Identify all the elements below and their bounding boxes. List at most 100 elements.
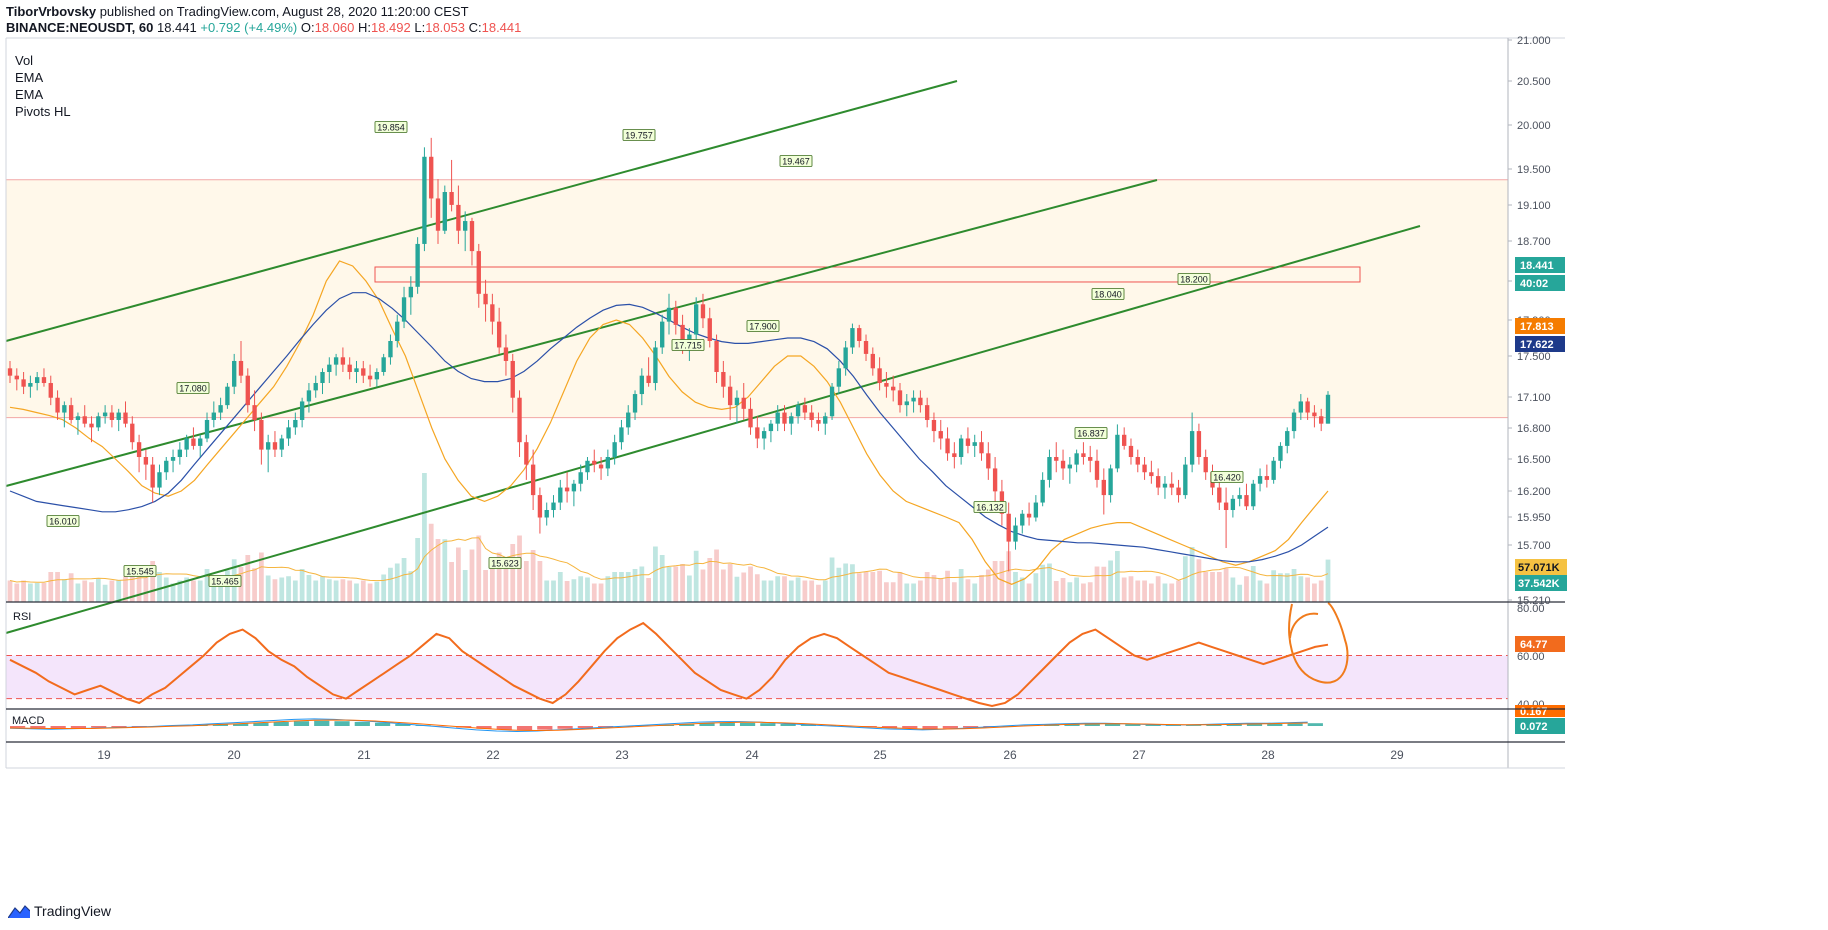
candle-body — [1135, 457, 1140, 465]
candle-body — [626, 412, 631, 428]
candle-body — [707, 318, 712, 341]
volume-bar — [55, 572, 60, 602]
macd-histogram-bar — [1064, 724, 1080, 726]
candle-body — [245, 375, 250, 406]
legend-pivots[interactable]: Pivots HL — [15, 104, 71, 119]
volume-bar — [347, 580, 353, 602]
pivot-label-text: 16.010 — [49, 517, 77, 527]
volume-bar — [761, 580, 767, 602]
volume-bar — [1033, 573, 1039, 602]
volume-bar — [204, 569, 210, 602]
price-change: +0.792 (+4.49%) — [200, 20, 298, 35]
candle-body — [483, 293, 488, 305]
channel-line — [5, 225, 1421, 634]
price-tick-label: 17.100 — [1517, 392, 1551, 404]
volume-bar — [1305, 577, 1310, 602]
price-label-box — [1515, 336, 1565, 352]
candle-body — [911, 397, 916, 402]
volume-bar — [659, 555, 665, 602]
candle-body — [1054, 457, 1059, 461]
publisher-name[interactable]: TiborVrbovsky — [6, 4, 97, 19]
candle-body — [1312, 412, 1317, 417]
candle-body — [293, 419, 298, 428]
candle-body — [327, 364, 332, 372]
macd-histogram-bar — [679, 724, 695, 726]
footer-brand[interactable]: TradingView — [8, 903, 111, 919]
candle-body — [748, 408, 753, 428]
candle-body — [374, 371, 380, 380]
candle-body — [931, 419, 937, 432]
volume-bar — [673, 566, 679, 602]
legend-ema-1[interactable]: EMA — [15, 70, 44, 85]
legend-vol[interactable]: Vol — [15, 53, 34, 68]
volume-bar — [1216, 572, 1222, 602]
candle-body — [102, 412, 108, 417]
volume-bar — [1067, 582, 1073, 602]
candle-body — [286, 427, 291, 439]
volume-bar — [619, 572, 624, 602]
volume-bar — [1019, 577, 1025, 602]
candle-body — [761, 431, 767, 439]
volume-bar — [632, 569, 638, 602]
volume-bar — [469, 549, 475, 602]
volume-bar — [381, 574, 387, 602]
candle-body — [116, 412, 121, 420]
candle-body — [1108, 468, 1113, 496]
candle-body — [1094, 460, 1100, 480]
volume-bar — [333, 580, 339, 602]
volume-bar — [408, 571, 414, 602]
rsi-label: RSI — [13, 611, 31, 623]
volume-bar — [388, 567, 393, 602]
volume-bar — [700, 569, 706, 602]
price-tick-label: 21.000 — [1517, 35, 1551, 47]
volume-bar — [1074, 577, 1080, 602]
volume-bar — [245, 555, 251, 602]
candle-body — [585, 460, 590, 473]
volume-bar — [863, 572, 869, 602]
candle-body — [551, 502, 556, 511]
candle-body — [130, 423, 135, 443]
volume-bar — [374, 581, 380, 602]
macd-histogram-bar — [30, 726, 46, 728]
candle-body — [1183, 464, 1188, 496]
candle-body — [775, 412, 780, 424]
candle-body — [463, 221, 468, 231]
volume-bar — [972, 583, 978, 602]
pivot-label-box — [622, 129, 656, 141]
pivot-label-text: 15.465 — [211, 577, 239, 587]
candle-body — [136, 442, 142, 458]
volume-bar — [272, 579, 278, 602]
macd-histogram-bar — [780, 724, 796, 726]
legend-ema-2[interactable]: EMA — [15, 87, 44, 102]
candle-body — [714, 340, 719, 372]
candle-body — [1088, 457, 1093, 461]
volume-bar — [850, 564, 855, 602]
candle-body — [1142, 464, 1147, 473]
pivot-label-text: 16.837 — [1077, 429, 1105, 439]
macd-histogram-bar — [1186, 725, 1202, 726]
symbol-name[interactable]: BINANCE:NEOUSDT, 60 — [6, 20, 154, 35]
pivot-label: 18.200 — [1177, 273, 1211, 285]
volume-bar — [1298, 576, 1304, 602]
volume-bar — [829, 557, 835, 602]
volume-bar — [306, 575, 312, 602]
candle-body — [884, 383, 889, 387]
candle-body — [1325, 394, 1331, 424]
candle-body — [592, 460, 597, 465]
pivot-label-box — [973, 501, 1007, 513]
volume-bar — [720, 569, 726, 602]
price-tick-label: 15.210 — [1517, 595, 1551, 607]
resistance-box — [374, 266, 1361, 283]
macd-histogram-bar — [1104, 724, 1121, 726]
volume-bar — [1284, 573, 1290, 602]
volume-bar — [1264, 583, 1270, 602]
candle-body — [924, 405, 930, 420]
volume-bar — [768, 580, 774, 602]
volume-bar — [320, 576, 325, 602]
rsi-annotation-arc — [1289, 612, 1319, 639]
candle-body — [1251, 483, 1256, 507]
macd-histogram-bar — [374, 722, 391, 726]
pivot-label-box — [176, 382, 210, 394]
candle-body — [401, 297, 407, 322]
